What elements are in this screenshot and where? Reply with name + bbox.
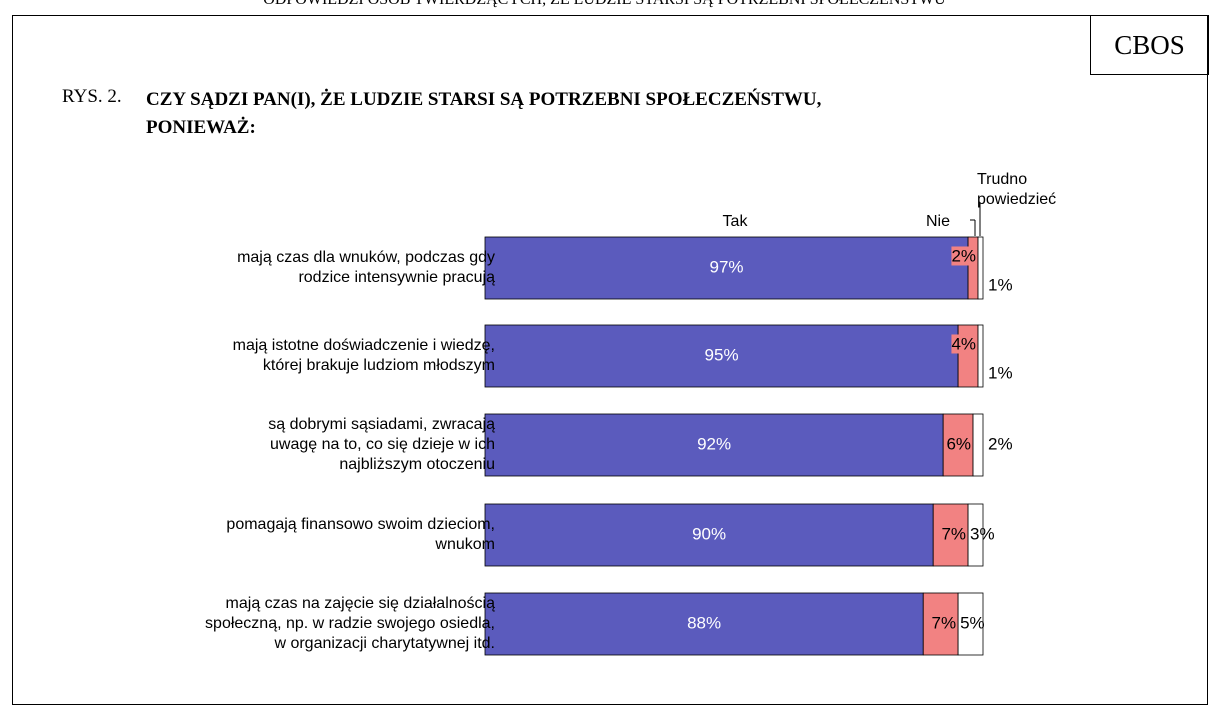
bar-segment	[484, 503, 934, 567]
bar-segment	[484, 413, 944, 477]
value-label: 90%	[692, 524, 726, 543]
value-label: 92%	[697, 434, 731, 453]
value-label: 4%	[951, 334, 976, 353]
category-label: mają czas na zajęcie się działalnością s…	[205, 595, 495, 652]
value-label: 95%	[705, 345, 739, 364]
value-label: 1%	[988, 275, 1013, 294]
value-label: 88%	[687, 613, 721, 632]
value-label: 2%	[988, 434, 1013, 453]
chart-title: CZY SĄDZI PAN(I), ŻE LUDZIE STARSI SĄ PO…	[146, 89, 822, 138]
value-label: 7%	[941, 524, 966, 543]
value-label: 7%	[932, 613, 957, 632]
label-bg	[946, 434, 972, 454]
value-label: 1%	[988, 363, 1013, 382]
bar-segment	[977, 324, 984, 388]
label-bg	[941, 524, 967, 544]
value-label: 5%	[960, 613, 985, 632]
legend-label: Tak	[722, 213, 748, 230]
bar-segment	[484, 236, 969, 300]
label-bg	[951, 334, 977, 354]
title-prefix: RYS. 2.	[62, 86, 122, 107]
category-label: mają czas dla wnuków, podczas gdy rodzic…	[237, 249, 495, 286]
category-label: mają istotne doświadczenie i wiedzę, któ…	[232, 337, 495, 374]
bar-segment	[484, 592, 924, 656]
label-bg	[951, 246, 977, 266]
legend-label: Nie	[926, 213, 951, 230]
label-bg	[931, 613, 957, 633]
bar-segment	[484, 324, 959, 388]
value-label: 6%	[946, 434, 971, 453]
bar-segment	[957, 592, 984, 656]
legend-label: Trudno powiedzieć	[977, 171, 1057, 208]
value-label: 97%	[710, 257, 744, 276]
value-label: 3%	[970, 524, 995, 543]
category-label: pomagają finansowo swoim dzieciom, wnuko…	[226, 516, 495, 553]
category-label: są dobrymi sąsiadami, zwracają uwagę na …	[268, 416, 495, 473]
bar-segment	[967, 503, 984, 567]
bar-segment	[972, 413, 984, 477]
bar-segment	[977, 236, 984, 300]
value-label: 2%	[951, 246, 976, 265]
header: ODPOWIEDZI OSÓB TWIERDZĄCYCH, ŻE LUDZIE …	[0, 0, 1209, 9]
